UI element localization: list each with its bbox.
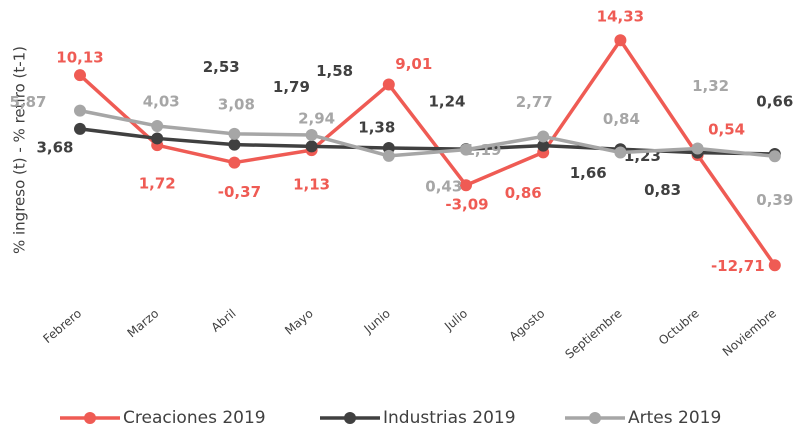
data-label: 5,87 xyxy=(9,93,46,111)
data-label: 1,79 xyxy=(273,78,310,96)
x-tick-label: Febrero xyxy=(40,306,84,346)
data-label: -3,09 xyxy=(445,196,488,214)
marker xyxy=(305,140,318,153)
data-label: 2,77 xyxy=(516,93,553,111)
marker xyxy=(460,143,472,156)
marker xyxy=(614,34,627,47)
y-axis-label: % ingreso (t) - % retiro (t-1) xyxy=(11,46,29,254)
data-label: 0,39 xyxy=(756,191,793,209)
marker xyxy=(74,122,86,135)
legend-marker xyxy=(84,412,96,424)
data-label: 1,38 xyxy=(358,119,395,137)
x-tick-label: Septiembre xyxy=(562,306,624,361)
x-tick-label: Agosto xyxy=(507,306,548,343)
marker xyxy=(305,129,318,142)
marker xyxy=(151,132,164,145)
marker xyxy=(228,138,241,151)
marker xyxy=(460,179,472,192)
marker xyxy=(537,139,550,152)
data-label: 10,13 xyxy=(56,49,103,67)
data-label: 1,58 xyxy=(316,62,353,80)
marker xyxy=(382,78,395,91)
legend-label: Artes 2019 xyxy=(628,408,721,428)
data-label: -12,71 xyxy=(711,257,765,275)
x-tick-label: Junio xyxy=(361,306,393,336)
legend-label: Industrias 2019 xyxy=(383,408,516,428)
legend-label: Creaciones 2019 xyxy=(123,408,266,428)
marker xyxy=(691,142,704,155)
data-label: 2,94 xyxy=(298,110,335,128)
marker xyxy=(614,146,627,159)
data-label: 1,66 xyxy=(570,164,607,182)
marker xyxy=(151,119,164,132)
series-line xyxy=(79,108,775,158)
legend-marker xyxy=(589,412,601,424)
data-label: 0,86 xyxy=(505,184,542,202)
marker xyxy=(74,69,86,82)
marker xyxy=(768,150,781,163)
data-label: 3,08 xyxy=(218,95,255,113)
x-tick-label: Noviembre xyxy=(720,306,779,359)
marker xyxy=(382,149,395,162)
data-label: -0,37 xyxy=(218,183,261,201)
x-tick-label: Abril xyxy=(209,306,239,334)
data-label: 4,03 xyxy=(143,92,180,110)
data-label: 1,24 xyxy=(428,93,465,111)
series-line xyxy=(78,38,777,267)
data-label: 14,33 xyxy=(597,8,644,26)
data-label: 1,19 xyxy=(464,141,501,159)
data-label: 1,32 xyxy=(692,77,729,95)
legend-marker xyxy=(344,412,356,424)
marker xyxy=(768,259,781,272)
x-tick-label: Octubre xyxy=(656,306,702,348)
data-label: 0,66 xyxy=(756,93,793,111)
marker xyxy=(537,130,550,143)
data-label: 0,84 xyxy=(603,110,640,128)
marker xyxy=(228,156,241,169)
x-tick-label: Julio xyxy=(441,306,470,334)
marker xyxy=(228,127,241,140)
marker xyxy=(74,104,86,117)
data-label: 1,72 xyxy=(139,175,176,193)
data-label: 0,43 xyxy=(425,177,462,195)
data-label: 9,01 xyxy=(395,55,432,73)
data-label: 2,53 xyxy=(203,58,240,76)
data-label: 0,83 xyxy=(644,181,681,199)
data-label: 1,13 xyxy=(293,176,330,194)
x-tick-label: Marzo xyxy=(125,306,162,340)
x-tick-label: Mayo xyxy=(282,306,316,337)
data-label: 3,68 xyxy=(36,138,73,156)
data-label: 0,54 xyxy=(708,121,745,139)
